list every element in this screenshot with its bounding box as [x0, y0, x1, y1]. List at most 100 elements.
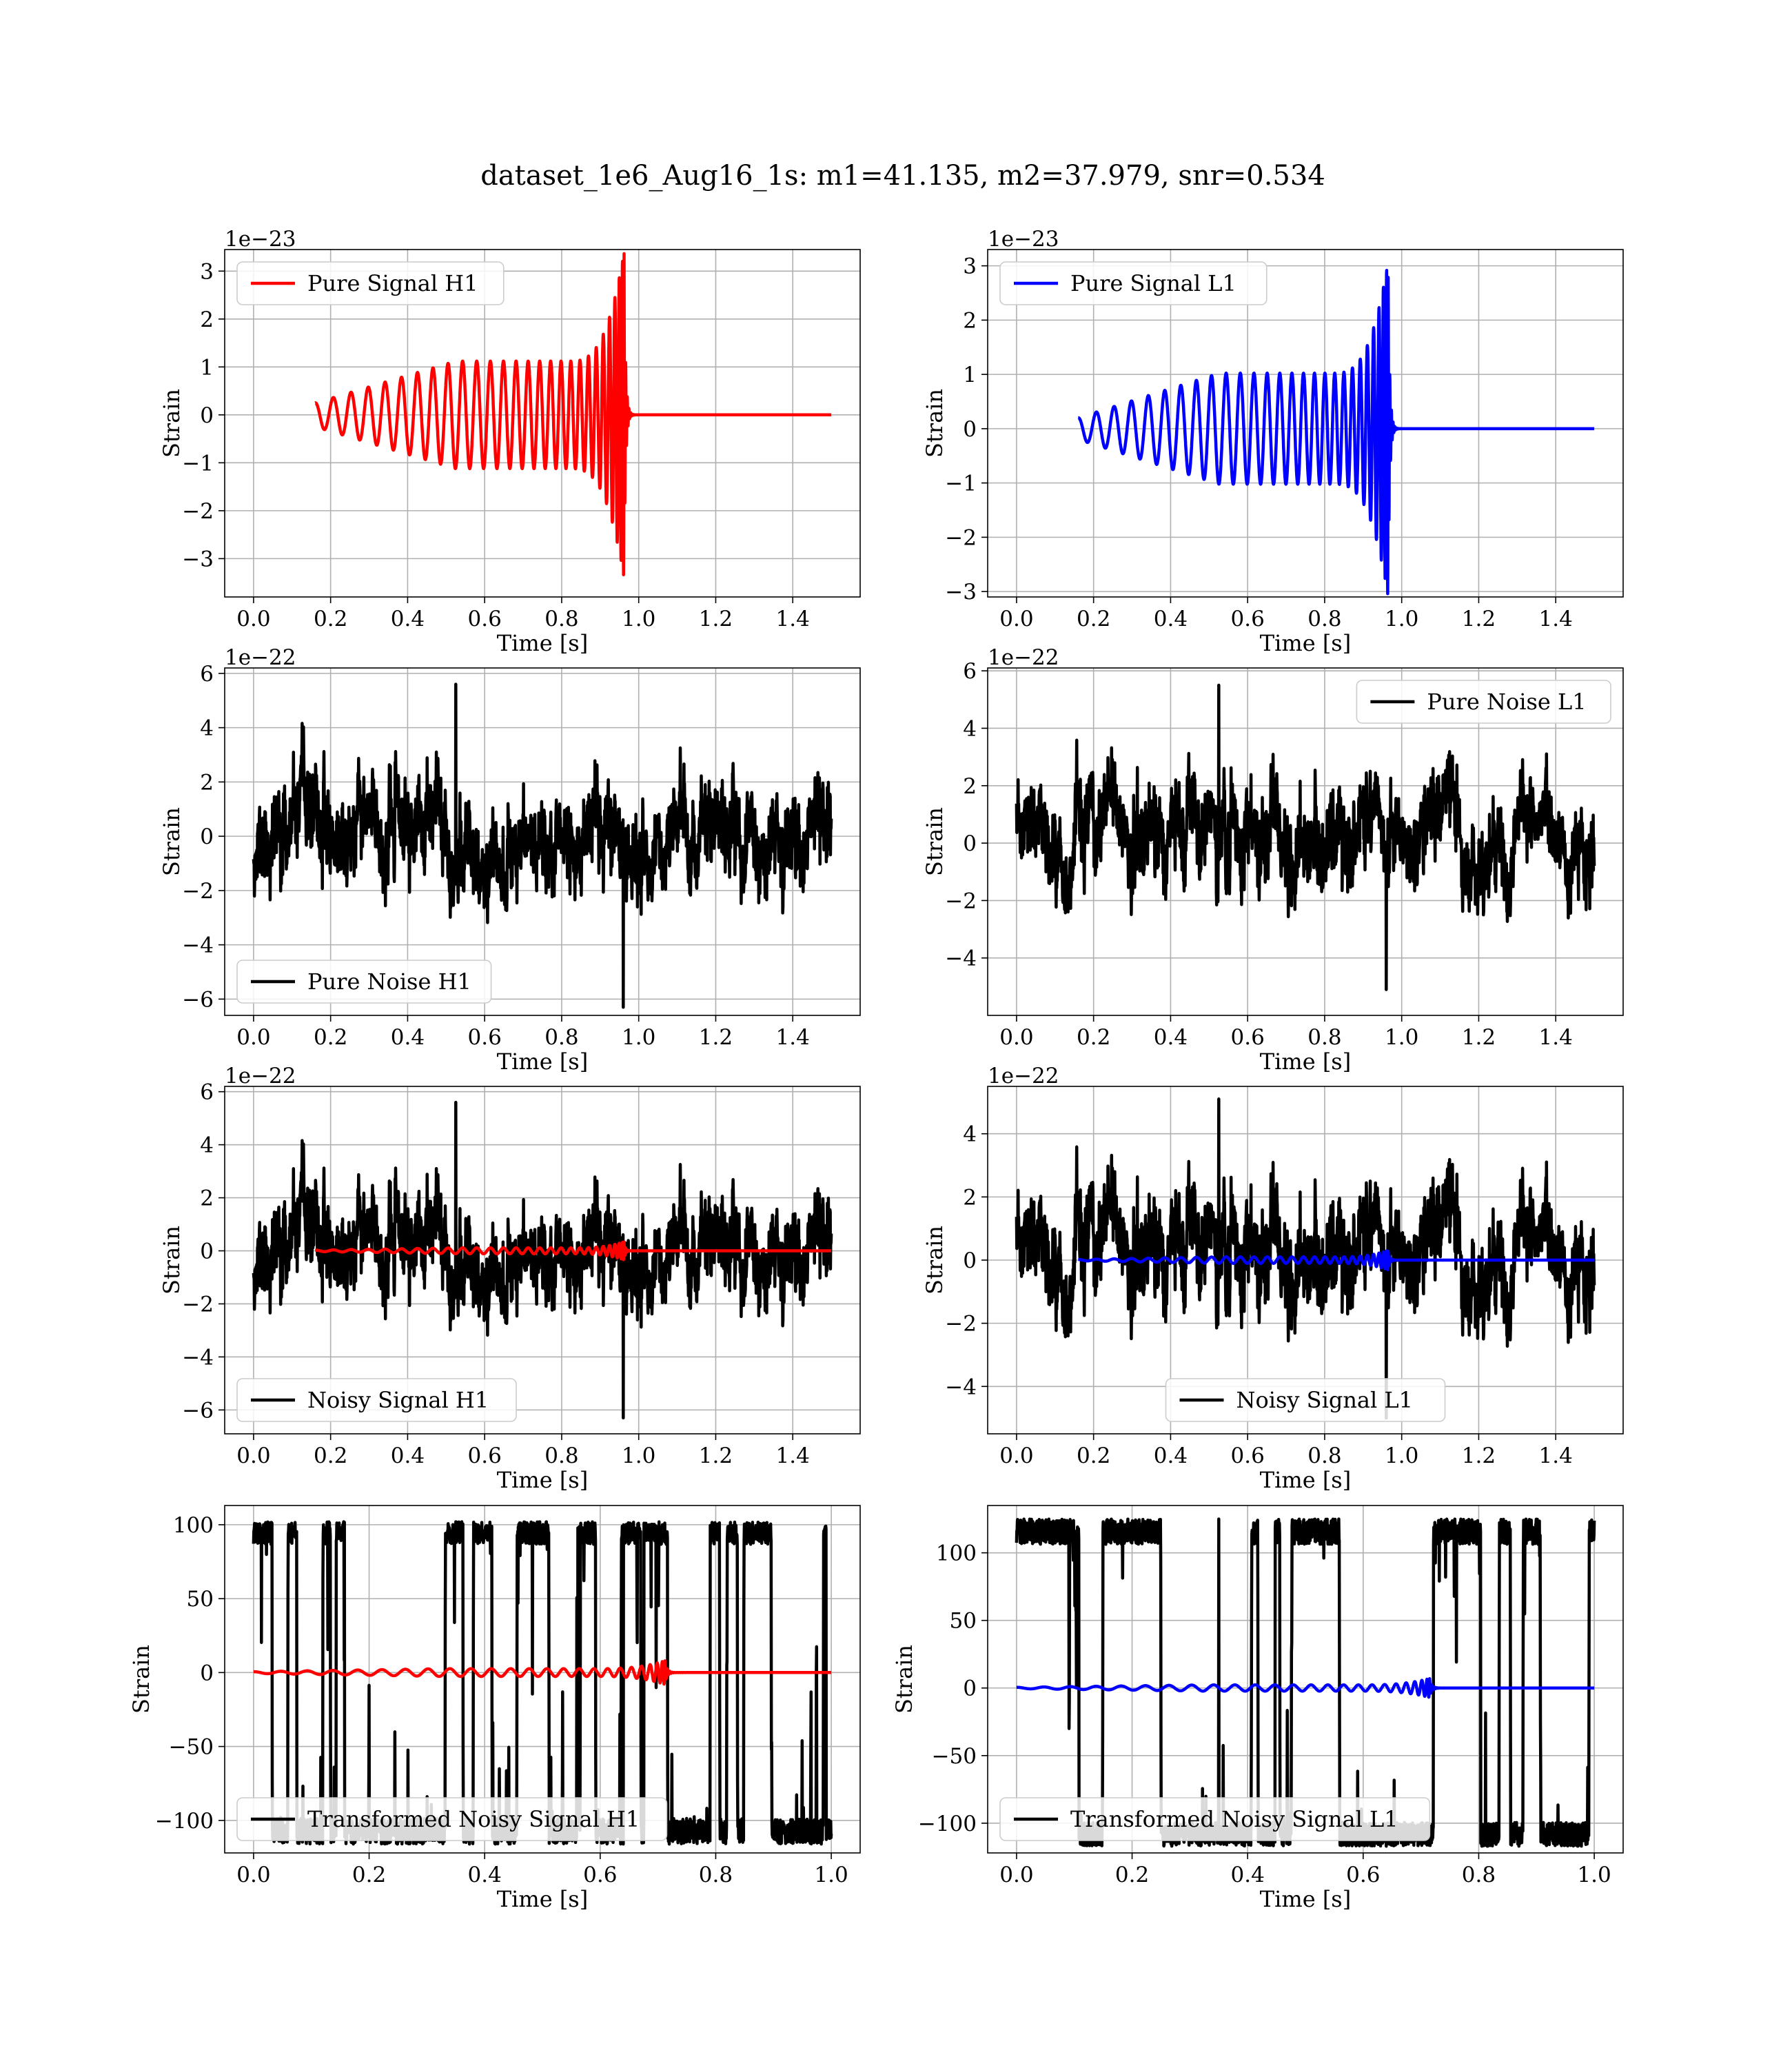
y-tick-label: −2 [945, 1312, 977, 1337]
y-tick-label: 6 [200, 662, 214, 687]
x-axis-label: Time [s] [1260, 1886, 1351, 1912]
x-tick-label: 0.2 [314, 1443, 347, 1468]
x-axis-label: Time [s] [1260, 630, 1351, 656]
legend-box [1356, 680, 1611, 724]
panel-transformed-noisy-signal-l1: 0.0 0.2 0.4 0.6 0.8 1.0 −100 −50 0 50 100 Time [s] S… [891, 1505, 1624, 1912]
x-tick-label: 0.0 [999, 1443, 1033, 1468]
axes-frame [224, 1505, 861, 1854]
x-tick-label: 0.4 [1154, 607, 1188, 631]
x-tick-label: 0.4 [1231, 1863, 1265, 1887]
x-tick-label: 0.0 [236, 1025, 270, 1050]
y-tick-label: 0 [963, 1676, 977, 1701]
y-tick-label: −3 [182, 547, 214, 571]
y-tick-label: 100 [936, 1541, 977, 1566]
plot-area [1015, 1097, 1596, 1420]
axis-offset-text: 1e−23 [225, 227, 296, 252]
series-line-transformed-noisy-signal-h1 [252, 1520, 833, 1846]
legend-label: Pure Noise L1 [1427, 689, 1586, 715]
y-tick-label: 2 [963, 308, 977, 333]
panel-noisy-signal-h1: 0.0 0.2 0.4 0.6 0.8 1.0 1.2 1.4 −6 −4 −2 0 2 4 6 Time [… [159, 1064, 861, 1493]
plot-area [252, 1520, 833, 1846]
x-tick-label: 1.4 [1539, 1025, 1573, 1050]
x-tick-label: 0.0 [236, 1863, 270, 1887]
x-tick-label: 0.2 [1115, 1863, 1149, 1887]
legend-box [236, 261, 505, 305]
x-tick-label: 0.6 [1231, 1443, 1265, 1468]
y-tick-label: 3 [963, 254, 977, 279]
panel-pure-noise-l1: 0.0 0.2 0.4 0.6 0.8 1.0 1.2 1.4 −4 −2 0 2 4 6 Time [s]… [922, 645, 1624, 1075]
x-tick-label: 0.4 [1154, 1025, 1188, 1050]
y-axis-label: Strain [159, 389, 185, 458]
series-line-overlay-1 [314, 1240, 833, 1261]
x-tick-label: 0.0 [999, 1025, 1033, 1050]
x-tick-label: 1.2 [1462, 1443, 1496, 1468]
legend: Pure Signal H1 [236, 261, 505, 305]
panel-noisy-signal-l1: 0.0 0.2 0.4 0.6 0.8 1.0 1.2 1.4 −4 −2 0 2 4 Time [s] S… [922, 1064, 1624, 1493]
x-axis-label: Time [s] [1260, 1048, 1351, 1075]
y-tick-label: −2 [182, 879, 214, 904]
x-tick-label: 0.2 [314, 1025, 347, 1050]
axis-offset-text: 1e−22 [988, 645, 1059, 670]
x-tick-label: 0.8 [544, 1443, 578, 1468]
x-tick-label: 1.0 [1385, 1025, 1418, 1050]
y-tick-label: 2 [963, 774, 977, 799]
plot-area [1015, 683, 1596, 991]
y-tick-label: −50 [169, 1735, 214, 1760]
legend-box [236, 1378, 517, 1422]
x-tick-label: 0.6 [1231, 1025, 1265, 1050]
legend-label: Noisy Signal L1 [1236, 1387, 1414, 1413]
y-tick-label: 50 [187, 1587, 214, 1612]
x-tick-label: 0.8 [1307, 607, 1341, 631]
legend-box [999, 261, 1267, 305]
legend-label: Pure Signal L1 [1070, 270, 1236, 296]
y-tick-label: 50 [950, 1609, 977, 1634]
x-axis-label: Time [s] [497, 1886, 588, 1912]
x-tick-label: 0.6 [468, 607, 502, 631]
panel-transformed-noisy-signal-h1: 0.0 0.2 0.4 0.6 0.8 1.0 −100 −50 0 50 100 Time [s] S… [128, 1505, 861, 1912]
x-tick-label: 0.0 [236, 607, 270, 631]
x-tick-label: 1.4 [1539, 607, 1573, 631]
panel-pure-signal-l1: 0.0 0.2 0.4 0.6 0.8 1.0 1.2 1.4 −3 −2 −1 0 1 2 3 Time [… [922, 227, 1624, 656]
x-tick-label: 1.2 [1462, 1025, 1496, 1050]
y-tick-label: 2 [200, 1186, 214, 1211]
y-tick-label: 0 [963, 417, 977, 442]
legend-label: Transformed Noisy Signal H1 [307, 1806, 640, 1832]
panel-pure-noise-h1: 0.0 0.2 0.4 0.6 0.8 1.0 1.2 1.4 −6 −4 −2 0 2 4 6 Time [… [159, 645, 861, 1075]
axis-offset-text: 1e−22 [988, 1064, 1059, 1088]
x-tick-label: 1.2 [1462, 607, 1496, 631]
x-tick-label: 0.8 [1462, 1863, 1496, 1887]
figure-title: dataset_1e6_Aug16_1s: m1=41.135, m2=37.9… [480, 160, 1325, 192]
y-tick-label: 6 [200, 1080, 214, 1105]
series-line-pure-signal-l1 [1077, 269, 1596, 596]
legend: Pure Signal L1 [999, 261, 1267, 305]
axes-frame [224, 249, 861, 598]
x-tick-label: 0.4 [1154, 1443, 1188, 1468]
x-tick-label: 1.4 [776, 1443, 810, 1468]
x-tick-label: 1.4 [1539, 1443, 1573, 1468]
y-tick-label: −4 [182, 1345, 214, 1370]
panel-pure-signal-h1: 0.0 0.2 0.4 0.6 0.8 1.0 1.2 1.4 −3 −2 −1 0 1 2 3 Time [… [159, 227, 861, 656]
y-tick-label: 4 [200, 1133, 214, 1158]
x-tick-label: 1.4 [776, 1025, 810, 1050]
x-tick-label: 1.0 [814, 1863, 848, 1887]
y-tick-label: −6 [182, 1398, 214, 1423]
x-axis-label: Time [s] [497, 1467, 588, 1493]
x-tick-label: 0.6 [1231, 607, 1265, 631]
x-tick-label: 0.4 [391, 1443, 425, 1468]
axes-frame [987, 1505, 1624, 1854]
y-tick-label: −2 [945, 889, 977, 913]
y-tick-label: −2 [945, 525, 977, 550]
series-line-pure-signal-h1 [314, 252, 833, 577]
x-axis-label: Time [s] [497, 630, 588, 656]
y-tick-label: 1 [963, 363, 977, 387]
x-tick-label: 1.0 [622, 607, 655, 631]
legend: Pure Noise H1 [236, 960, 492, 1004]
series-line-overlay-1 [1077, 1249, 1596, 1272]
y-tick-label: −4 [945, 946, 977, 971]
y-tick-label: −1 [945, 472, 977, 496]
y-tick-label: −100 [918, 1812, 977, 1836]
y-tick-label: −3 [945, 580, 977, 605]
x-tick-label: 0.2 [314, 607, 347, 631]
y-tick-label: 2 [200, 307, 214, 332]
